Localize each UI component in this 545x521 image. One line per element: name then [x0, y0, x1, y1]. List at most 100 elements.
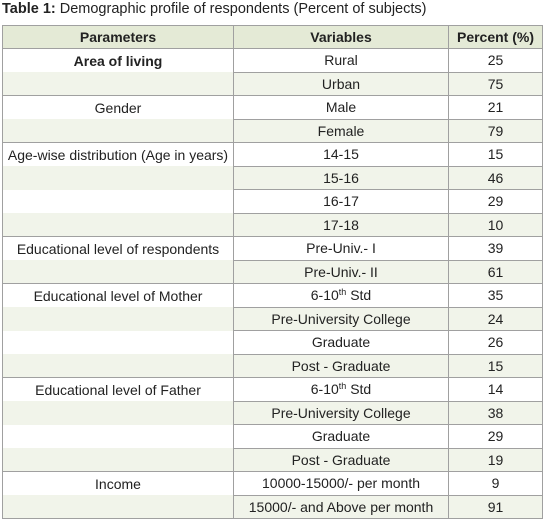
parameter-cell: Area of living	[2, 48, 234, 72]
header-cell: Parameters	[2, 25, 234, 49]
parameter-cell	[2, 213, 234, 237]
parameter-text: Age-wise distribution (Age in years)	[7, 147, 229, 163]
table-row: 17-18 10	[2, 213, 543, 237]
table-row: Graduate 26	[2, 330, 543, 355]
percent-cell: 61	[448, 260, 543, 284]
percent-cell: 25	[448, 48, 543, 73]
percent-cell: 9	[448, 471, 543, 496]
parameter-cell	[2, 354, 234, 378]
variable-cell: 14-15	[233, 142, 449, 167]
table-row: Pre-Univ.- II 61	[2, 260, 543, 284]
parameter-cell	[2, 260, 234, 284]
variable-cell: Urban	[233, 72, 449, 96]
percent-cell: 15	[448, 354, 543, 378]
percent-cell: 24	[448, 307, 543, 331]
table-row: Gender Male 21	[2, 95, 543, 120]
table-row: 16-17 29	[2, 189, 543, 214]
header-cell: Percent (%)	[448, 25, 543, 49]
table-row: Income 10000-15000/- per month 9	[2, 471, 543, 496]
variable-cell: Female	[233, 119, 449, 143]
table-row: Pre-University College 38	[2, 401, 543, 425]
percent-cell: 26	[448, 330, 543, 355]
table-row: Post - Graduate 19	[2, 448, 543, 472]
table-row: Urban 75	[2, 72, 543, 96]
table-row: Educational level of Father 6-10th Std 14	[2, 377, 543, 402]
parameter-text: Income	[95, 476, 141, 492]
percent-cell: 21	[448, 95, 543, 120]
parameter-text: Area of living	[73, 53, 163, 69]
percent-cell: 19	[448, 448, 543, 472]
header-cell: Variables	[233, 25, 449, 49]
percent-cell: 79	[448, 119, 543, 143]
parameter-cell	[2, 495, 234, 519]
variable-cell: 17-18	[233, 213, 449, 237]
parameter-text: Gender	[94, 100, 142, 116]
table-row: Pre-University College 24	[2, 307, 543, 331]
table-row: Female 79	[2, 119, 543, 143]
table-caption: Table 1: Demographic profile of responde…	[2, 0, 426, 18]
percent-cell: 15	[448, 142, 543, 167]
data-table: Parameters Variables Percent (%) Area of…	[2, 25, 543, 519]
parameter-cell	[2, 401, 234, 425]
parameter-text: Educational level of respondents	[16, 241, 220, 257]
parameter-cell	[2, 189, 234, 213]
table-row: Post - Graduate 15	[2, 354, 543, 378]
percent-cell: 29	[448, 189, 543, 214]
percent-cell: 35	[448, 283, 543, 308]
table-head: Parameters Variables Percent (%)	[2, 25, 543, 49]
table-row: Graduate 29	[2, 424, 543, 449]
percent-cell: 10	[448, 213, 543, 237]
percent-cell: 38	[448, 401, 543, 425]
variable-cell: Pre-Univ.- II	[233, 260, 449, 284]
percent-cell: 29	[448, 424, 543, 449]
caption-text: Demographic profile of respondents (Perc…	[55, 1, 427, 17]
parameter-cell	[2, 72, 234, 96]
table-row: Age-wise distribution (Age in years) 14-1…	[2, 142, 543, 167]
variable-superscript: th	[338, 287, 347, 298]
variable-cell: 15000/- and Above per month	[233, 495, 449, 519]
variable-cell: Rural	[233, 48, 449, 73]
parameter-cell: Educational level of Father	[2, 377, 234, 401]
caption-label: Table 1:	[2, 1, 56, 17]
variable-text: 6-10	[310, 287, 339, 304]
parameter-cell	[2, 330, 234, 354]
variable-cell: 6-10th Std	[233, 377, 449, 402]
variable-cell: 15-16	[233, 166, 449, 190]
parameter-cell: Educational level of Mother	[2, 283, 234, 307]
parameter-cell: Income	[2, 471, 234, 495]
variable-cell: 10000-15000/- per month	[233, 471, 449, 496]
parameter-cell	[2, 424, 234, 448]
parameter-cell: Educational level of respondents	[2, 236, 234, 260]
parameter-cell	[2, 119, 234, 143]
variable-cell: Pre-University College	[233, 401, 449, 425]
parameter-text: Educational level of Mother	[33, 288, 203, 304]
parameter-cell	[2, 448, 234, 472]
percent-cell: 75	[448, 72, 543, 96]
variable-cell: Graduate	[233, 424, 449, 449]
variable-cell: Pre-Univ.- I	[233, 236, 449, 261]
parameter-cell	[2, 307, 234, 331]
percent-cell: 14	[448, 377, 543, 402]
table-row: 15-16 46	[2, 166, 543, 190]
variable-cell: 16-17	[233, 189, 449, 214]
parameter-cell: Gender	[2, 95, 234, 119]
variable-text: 6-10	[310, 381, 339, 398]
variable-cell: Male	[233, 95, 449, 120]
parameter-cell	[2, 166, 234, 190]
percent-cell: 39	[448, 236, 543, 261]
table-row: 15000/- and Above per month 91	[2, 495, 543, 519]
percent-cell: 91	[448, 495, 543, 519]
table-row: Area of living Rural 25	[2, 48, 543, 73]
variable-cell: Post - Graduate	[233, 354, 449, 378]
variable-superscript: th	[338, 381, 347, 392]
percent-cell: 46	[448, 166, 543, 190]
parameter-cell: Age-wise distribution (Age in years)	[2, 142, 234, 166]
table-row: Educational level of Mother 6-10th Std 35	[2, 283, 543, 308]
variable-cell: Pre-University College	[233, 307, 449, 331]
parameter-text: Educational level of Father	[35, 382, 201, 398]
variable-text: Std	[346, 381, 372, 398]
variable-cell: Post - Graduate	[233, 448, 449, 472]
table-row: Educational level of respondents Pre-Univ…	[2, 236, 543, 261]
variable-cell: Graduate	[233, 330, 449, 355]
